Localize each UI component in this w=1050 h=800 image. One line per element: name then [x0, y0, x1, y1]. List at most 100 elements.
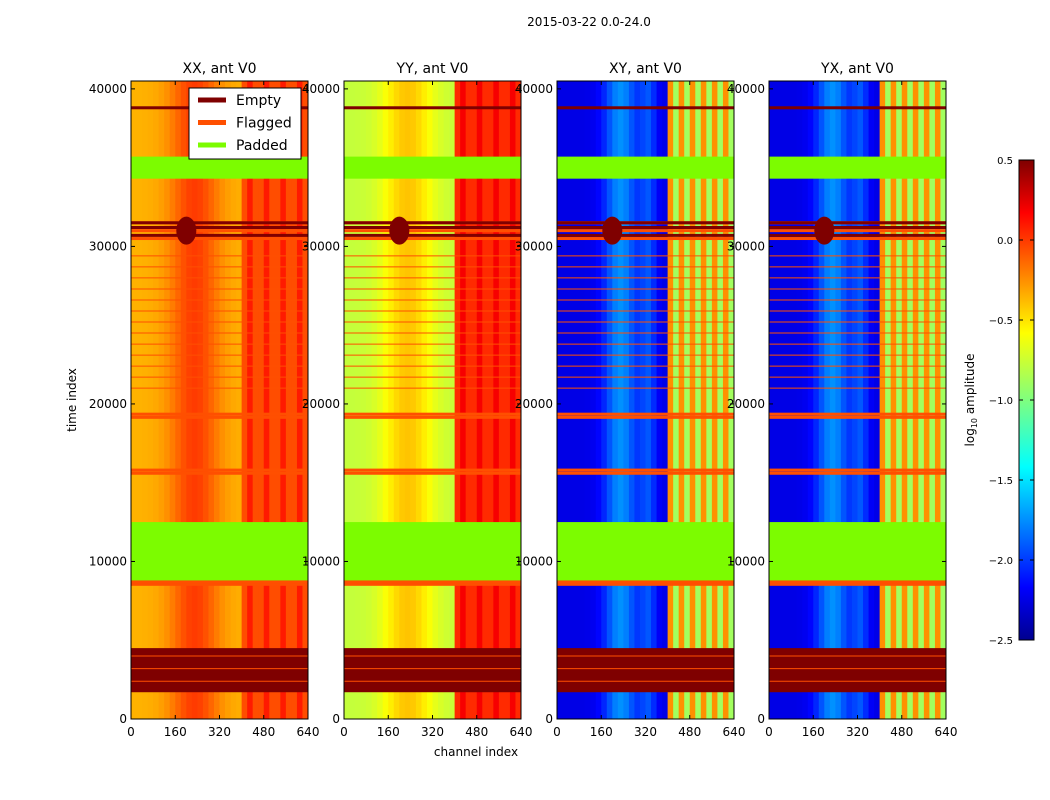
empty-row — [344, 226, 521, 230]
channel-band — [285, 81, 293, 719]
x-tick-label: 0 — [765, 725, 773, 739]
flagged-row — [131, 580, 308, 584]
empty-region — [557, 648, 734, 693]
y-tick-label: 0 — [757, 712, 765, 726]
colorbar-tick-label: 0.5 — [997, 156, 1013, 167]
flagged-row — [344, 412, 521, 416]
channel-band — [355, 81, 362, 719]
channel-band — [476, 81, 483, 719]
channel-band — [360, 81, 367, 719]
flagged-row — [131, 412, 308, 416]
flagged-row — [557, 580, 734, 584]
colorbar-label-suffix: amplitude — [963, 354, 977, 418]
channel-band — [706, 81, 713, 719]
channel-band — [673, 81, 680, 719]
y-tick-label: 40000 — [515, 82, 553, 96]
channel-band — [896, 81, 903, 719]
channel-band — [219, 81, 226, 719]
channel-band — [443, 81, 450, 719]
flagged-row — [557, 471, 734, 475]
padded-region — [344, 522, 521, 586]
x-tick-label: 320 — [421, 725, 444, 739]
channel-band — [393, 81, 400, 719]
x-tick-label: 0 — [340, 725, 348, 739]
channel-band — [366, 81, 373, 719]
channel-band — [432, 81, 439, 719]
channel-band — [684, 81, 691, 719]
channel-band — [263, 81, 270, 719]
channel-band — [606, 81, 613, 719]
panel-1: YY, ant V0 0 160 320 480 640 0 10000 20000 30000 4… — [302, 61, 533, 739]
y-tick-label: 10000 — [89, 554, 127, 568]
channel-band — [769, 81, 776, 719]
heatmap-panels: XX, ant V0 0 160 320 480 640 0 10000 20000 30000 4… — [89, 61, 958, 739]
channel-band — [302, 81, 308, 719]
channel-band — [901, 81, 908, 719]
panel-title: XY, ant V0 — [609, 61, 682, 77]
empty-row — [131, 233, 308, 237]
padded-region — [557, 522, 734, 586]
x-tick-label: 320 — [634, 725, 657, 739]
x-tick-label: 320 — [846, 725, 869, 739]
channel-band — [147, 81, 154, 719]
channel-band — [426, 81, 434, 719]
y-tick-label: 20000 — [302, 397, 340, 411]
colorbar-tick-label: −2.0 — [989, 556, 1013, 567]
channel-band — [785, 81, 792, 719]
channel-band — [296, 81, 304, 719]
flagged-row — [131, 582, 308, 586]
channel-band — [230, 81, 237, 719]
channel-band — [349, 81, 356, 719]
padded-region — [557, 156, 734, 179]
panel-0: XX, ant V0 0 160 320 480 640 0 10000 20000 30000 4… — [89, 61, 320, 739]
channel-band — [774, 81, 781, 719]
channel-band — [656, 81, 663, 719]
flagged-row — [769, 468, 946, 472]
channel-band — [695, 81, 702, 719]
channel-band — [568, 81, 575, 719]
y-tick-label: 40000 — [727, 82, 765, 96]
flagged-row — [769, 471, 946, 475]
channel-band — [465, 81, 472, 719]
flagged-row — [131, 468, 308, 472]
channel-band — [460, 81, 467, 719]
flagged-row — [131, 229, 308, 233]
y-tick-label: 0 — [119, 712, 127, 726]
channel-band — [169, 81, 176, 719]
colorbar-tick-label: −0.5 — [989, 316, 1013, 327]
flagged-row — [344, 415, 521, 419]
channel-band — [415, 81, 423, 719]
empty-row — [557, 221, 734, 225]
flagged-row — [557, 237, 734, 241]
channel-band — [689, 81, 696, 719]
colorbar-label-sub: 10 — [970, 418, 979, 428]
empty-row — [769, 226, 946, 230]
x-tick-label: 480 — [252, 725, 275, 739]
empty-row — [769, 233, 946, 237]
channel-band — [584, 81, 591, 719]
channel-band — [912, 81, 919, 719]
legend-label-flagged: Flagged — [236, 116, 292, 132]
channel-band — [131, 81, 138, 719]
channel-band — [371, 81, 378, 719]
y-axis-label: time index — [65, 368, 79, 432]
legend-label-padded: Padded — [236, 138, 288, 154]
empty-row — [131, 226, 308, 230]
x-tick-label: 0 — [553, 725, 561, 739]
channel-band — [907, 81, 914, 719]
channel-band — [573, 81, 580, 719]
channel-band — [929, 81, 936, 719]
channel-band — [487, 81, 494, 719]
channel-band — [791, 81, 798, 719]
flagged-row — [557, 468, 734, 472]
channel-band — [612, 81, 619, 719]
flagged-row — [344, 582, 521, 586]
panel-title: XX, ant V0 — [183, 61, 257, 77]
x-tick-label: 0 — [127, 725, 135, 739]
channel-band — [410, 81, 417, 719]
y-tick-label: 0 — [332, 712, 340, 726]
y-tick-label: 10000 — [727, 554, 765, 568]
flagged-row — [131, 237, 308, 241]
panel-image — [557, 81, 734, 719]
channel-band — [857, 81, 864, 719]
